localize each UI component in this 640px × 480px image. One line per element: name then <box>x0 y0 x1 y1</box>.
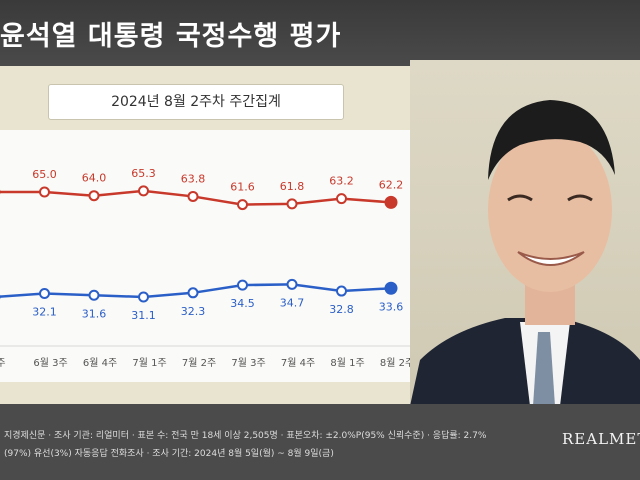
data-point-1-4 <box>187 287 199 299</box>
header-bar: 윤석열 대통령 국정수행 평가 <box>0 0 640 66</box>
data-label-1-4: 32.3 <box>181 305 206 318</box>
data-point-1-6 <box>286 278 298 290</box>
data-point-0-3 <box>138 185 149 197</box>
brand-logo: REALMET <box>562 430 640 448</box>
x-tick-label-7: 8월 1주 <box>330 357 364 369</box>
data-label-1-6: 34.7 <box>280 296 305 309</box>
x-tick-label-8: 8월 2주 <box>380 357 414 369</box>
x-tick-label-5: 7월 3주 <box>231 357 265 369</box>
data-label-1-8: 33.6 <box>379 300 404 313</box>
data-point-1-3 <box>138 291 149 303</box>
x-tick-label-2: 6월 4주 <box>83 357 117 369</box>
data-label-0-6: 61.8 <box>280 180 305 193</box>
page-title: 윤석열 대통령 국정수행 평가 <box>0 21 342 52</box>
x-tick-label-4: 7월 2주 <box>182 357 216 369</box>
data-label-0-1: 65.0 <box>32 168 57 181</box>
data-point-1-2 <box>88 289 100 301</box>
data-label-1-1: 32.1 <box>32 306 57 319</box>
chart-subtitle: 2024년 8월 2주차 주간집계 <box>48 84 344 120</box>
source-line-1: 지경제신문 · 조사 기관: 리얼미터 · 표본 수: 전국 만 18세 이상 … <box>4 431 487 441</box>
data-label-1-3: 31.1 <box>131 309 156 322</box>
data-point-1-1 <box>39 288 50 299</box>
data-point-1-5 <box>237 279 248 291</box>
x-tick-label-1: 6월 3주 <box>33 357 67 369</box>
president-photo <box>410 60 640 406</box>
line-chart: 065.064.065.363.861.661.863.262.2132.131… <box>0 167 428 369</box>
data-label-1-7: 32.8 <box>329 303 354 316</box>
data-point-0-1 <box>39 186 50 198</box>
x-tick-label-0: 주 <box>0 358 6 369</box>
data-point-0-2 <box>88 190 100 202</box>
data-label-0-2: 64.0 <box>82 172 107 185</box>
data-point-0-8 <box>384 195 398 209</box>
source-line-2: (97%) 유선(3%) 자동응답 전화조사 · 조사 기간: 2024년 8월… <box>4 449 334 459</box>
x-tick-label-3: 7월 1주 <box>132 357 166 369</box>
data-label-1-5: 34.5 <box>230 297 255 310</box>
data-point-0-7 <box>336 193 347 205</box>
x-tick-label-6: 7월 4주 <box>281 357 315 369</box>
person-photo-icon <box>410 60 640 406</box>
data-point-1-8 <box>384 281 398 295</box>
data-point-0-6 <box>286 198 298 210</box>
data-point-1-7 <box>336 285 347 297</box>
data-label-0-5: 61.6 <box>230 181 255 194</box>
data-label-0-4: 63.8 <box>181 172 206 185</box>
plot-area: 065.064.065.363.861.661.863.262.2132.131… <box>0 130 428 382</box>
footer-bar <box>0 404 640 480</box>
data-label-0-8: 62.2 <box>379 178 404 191</box>
data-label-0-7: 63.2 <box>329 175 354 188</box>
data-point-0-4 <box>187 190 199 202</box>
data-point-0-5 <box>237 199 248 211</box>
data-label-0-3: 65.3 <box>131 167 156 180</box>
data-label-1-2: 31.6 <box>82 307 107 320</box>
